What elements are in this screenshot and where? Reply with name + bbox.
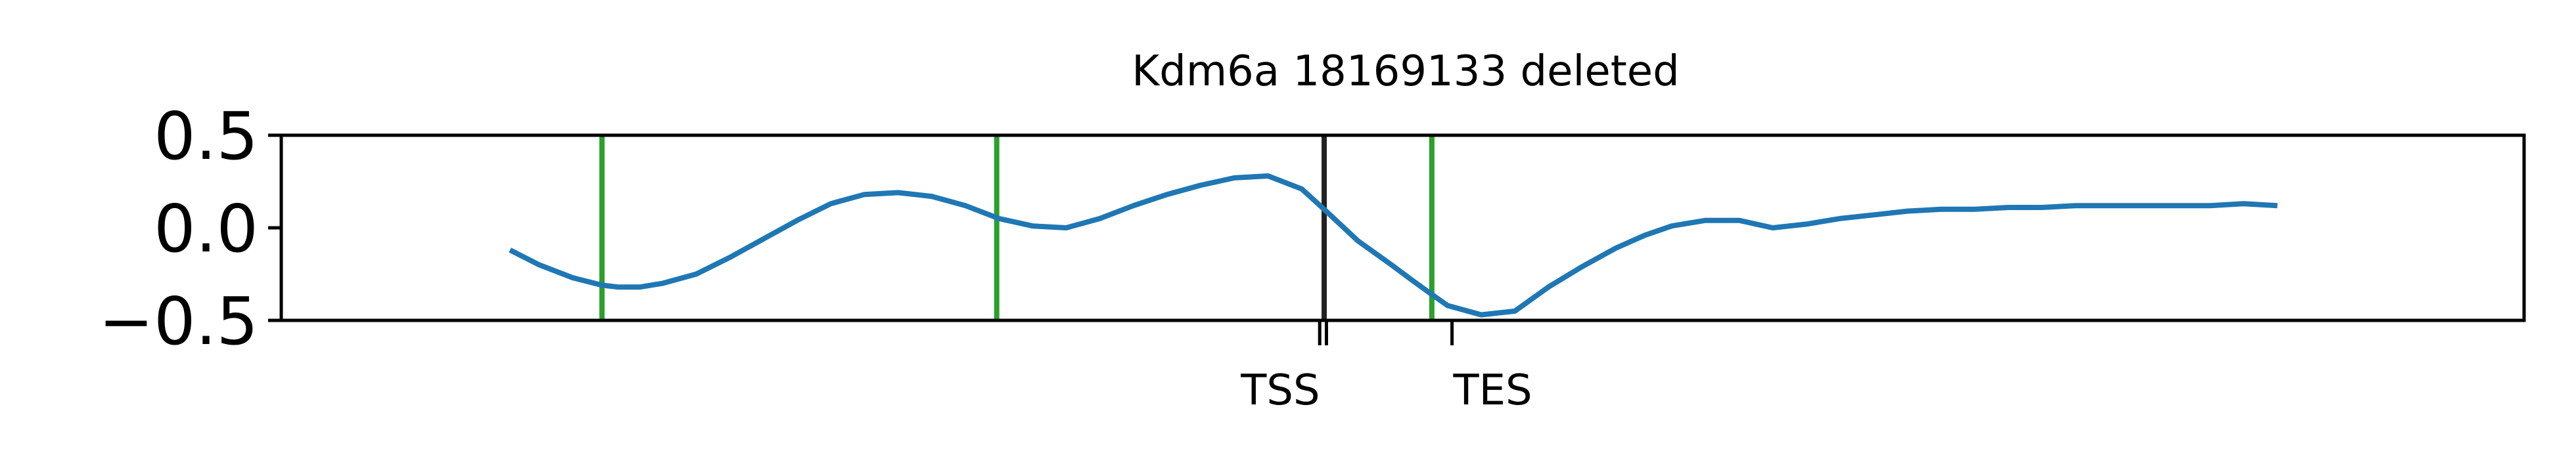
- y-tick-label-0: 0.5: [154, 98, 258, 175]
- y-tick-label-2: −0.5: [99, 283, 258, 360]
- y-tick-label-1: 0.0: [154, 190, 258, 267]
- plot-frame: [279, 133, 2526, 322]
- y-axis: 0.5 0.0 −0.5: [99, 98, 281, 360]
- series-line-0: [509, 173, 2278, 318]
- series-lines: [509, 173, 2278, 318]
- x-axis: TSS TES: [1240, 320, 1532, 415]
- vertical-markers: [599, 135, 1435, 320]
- plot-area: [279, 133, 2526, 322]
- x-tick-label-tss: TSS: [1240, 366, 1320, 415]
- x-tick-label-tes: TES: [1453, 366, 1532, 415]
- chart-title: Kdm6a 18169133 deleted: [1132, 47, 1680, 96]
